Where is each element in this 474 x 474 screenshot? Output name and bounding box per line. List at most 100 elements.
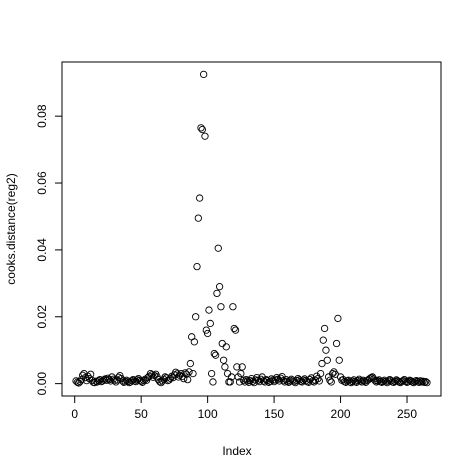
point — [207, 369, 216, 378]
point — [419, 377, 427, 385]
x-tick-label: 200 — [331, 407, 351, 421]
point — [210, 349, 218, 358]
point — [185, 368, 193, 376]
point — [335, 356, 343, 364]
point — [105, 375, 113, 384]
point — [323, 356, 331, 364]
point — [233, 363, 241, 371]
point — [189, 369, 197, 378]
point — [238, 363, 246, 371]
point — [332, 339, 341, 348]
point — [128, 376, 136, 385]
point — [379, 377, 387, 385]
point — [201, 132, 209, 140]
point — [190, 338, 198, 346]
point — [186, 359, 195, 368]
point — [229, 303, 237, 311]
point — [126, 378, 135, 386]
point — [237, 369, 245, 378]
point — [137, 377, 145, 385]
point — [242, 375, 250, 384]
plot-box — [61, 61, 442, 397]
point — [326, 376, 334, 384]
point — [322, 346, 330, 354]
point — [226, 378, 234, 386]
point — [344, 376, 353, 384]
point — [214, 244, 222, 252]
point — [348, 377, 357, 385]
point — [118, 377, 127, 385]
point — [246, 376, 254, 385]
point — [362, 378, 370, 386]
y-tick-label: 0.02 — [35, 305, 49, 329]
point — [327, 378, 335, 386]
point — [198, 125, 206, 134]
point — [156, 377, 164, 386]
point — [194, 214, 202, 222]
point — [104, 374, 112, 382]
point — [243, 377, 252, 385]
point — [371, 376, 379, 385]
x-axis-label: Index — [222, 444, 251, 458]
point — [213, 289, 221, 298]
point — [315, 377, 323, 385]
point — [417, 378, 426, 386]
point — [328, 369, 337, 378]
point — [420, 378, 428, 386]
point — [368, 373, 377, 381]
point — [319, 336, 327, 344]
point — [79, 371, 87, 379]
point — [231, 326, 240, 334]
point — [400, 375, 409, 384]
point — [421, 377, 430, 386]
point — [230, 324, 238, 333]
point — [339, 375, 347, 384]
point — [217, 303, 225, 311]
point — [209, 378, 217, 386]
x-tick-label: 250 — [397, 407, 417, 421]
point — [73, 378, 82, 386]
point — [93, 378, 101, 386]
point — [347, 378, 355, 387]
point — [184, 375, 192, 384]
point — [270, 377, 278, 386]
point — [144, 373, 152, 382]
point — [221, 363, 229, 371]
point — [203, 329, 212, 338]
point — [336, 373, 345, 381]
y-tick-label: 0.04 — [35, 238, 49, 262]
point — [193, 262, 201, 271]
point — [318, 359, 326, 368]
point — [358, 378, 366, 386]
point — [165, 376, 173, 384]
x-tick-label: 50 — [134, 407, 148, 421]
point — [223, 369, 232, 378]
point — [146, 369, 155, 378]
point — [211, 351, 220, 359]
point — [423, 378, 431, 387]
point — [235, 378, 244, 386]
point — [416, 377, 424, 385]
point — [375, 376, 383, 384]
point — [245, 378, 253, 386]
point — [334, 314, 342, 323]
point — [218, 339, 226, 348]
point — [316, 369, 325, 378]
point — [199, 70, 208, 79]
point — [206, 319, 214, 328]
point — [196, 194, 204, 202]
point — [222, 343, 230, 351]
x-tick-label: 100 — [198, 407, 218, 421]
y-tick-label: 0.06 — [35, 171, 49, 195]
point — [181, 369, 189, 377]
point — [77, 375, 86, 384]
y-axis-label: cooks.distance(reg2) — [4, 173, 18, 284]
point — [197, 124, 205, 132]
point — [277, 374, 285, 382]
point — [219, 356, 228, 364]
point — [215, 283, 224, 291]
y-tick-label: 0.08 — [35, 104, 49, 128]
x-tick-label: 150 — [264, 407, 284, 421]
y-tick-label: 0.00 — [35, 372, 49, 396]
